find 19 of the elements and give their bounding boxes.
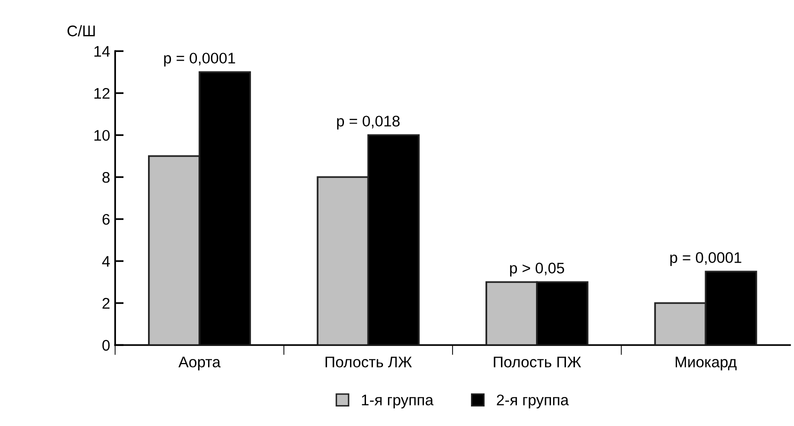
y-tick-label: 14 (94, 46, 110, 57)
y-tick-label: 2 (102, 298, 110, 309)
annotation: p = 0,0001 (670, 252, 742, 266)
annotation: p = 0,0001 (164, 52, 236, 67)
x-tick-label: Полость ПЖ (494, 356, 582, 368)
x-tick-label: Миокард (676, 356, 737, 370)
y-tick-label: 0 (102, 340, 110, 351)
x-tick-label: Полость ЛЖ (326, 356, 412, 368)
y-tick-label: 8 (102, 172, 110, 183)
legend-label: 2-я группа (496, 394, 569, 408)
y-tick-label: 6 (102, 214, 110, 225)
y-axis-title: С/Ш (68, 25, 95, 36)
annotation: p > 0,05 (510, 262, 564, 277)
annotation: p = 0,018 (337, 116, 400, 130)
y-tick-label: 10 (94, 130, 110, 141)
legend-label: 1-я группа (362, 394, 434, 408)
y-tick-label: 4 (102, 256, 110, 267)
y-tick-label: 12 (94, 88, 110, 99)
x-tick-label: Аорта (178, 356, 221, 370)
